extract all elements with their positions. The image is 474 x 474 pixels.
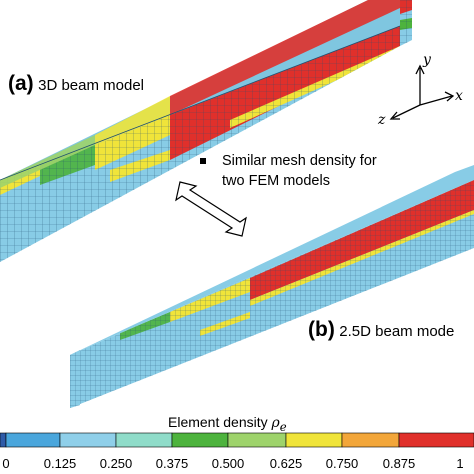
- colorbar: [0, 432, 474, 448]
- colorbar-segment: [115, 432, 173, 448]
- panel-b-title: 2.5D beam mode: [339, 323, 455, 340]
- axis-z-label: z: [378, 112, 386, 128]
- panel-b-letter: (b): [308, 318, 335, 341]
- colorbar-tick-label: 0: [2, 456, 10, 471]
- colorbar-segment: [5, 432, 61, 448]
- panel-a-label: (a) 3D beam model: [8, 72, 144, 96]
- colorbar-tick-label: 0.750: [325, 456, 359, 471]
- colorbar-segment: [285, 432, 343, 448]
- axis-y-label: y: [423, 52, 431, 68]
- note-bullet: [200, 158, 206, 164]
- beam-25d: [70, 165, 474, 408]
- colorbar-tick-label: 0.125: [43, 456, 77, 471]
- colorbar-segment: [59, 432, 117, 448]
- colorbar-tick-label: 0.875: [382, 456, 416, 471]
- panel-a-title: 3D beam model: [38, 77, 145, 94]
- beam-25d-top-face: [70, 165, 474, 355]
- note-line-1: Similar mesh density for: [222, 153, 377, 169]
- panel-b-label: (b) 2.5D beam mode: [308, 318, 454, 342]
- colorbar-segment: [227, 432, 287, 448]
- colorbar-tick-label: 0.500: [211, 456, 245, 471]
- colorbar-segment: [341, 432, 400, 448]
- panel-a-letter: (a): [8, 72, 34, 95]
- double-arrow: [175, 181, 247, 237]
- note-line-2: two FEM models: [222, 173, 330, 189]
- coordinate-axes: [389, 64, 455, 120]
- colorbar-tick-label: 1: [456, 456, 464, 471]
- axis-x-label: x: [455, 88, 463, 104]
- colorbar-tick-label: 0.250: [99, 456, 133, 471]
- colorbar-title-text: Element density: [168, 414, 268, 430]
- colorbar-segment: [171, 432, 229, 448]
- colorbar-tick-label: 0.625: [269, 456, 303, 471]
- colorbar-tick-label: 0.375: [155, 456, 189, 471]
- colorbar-symbol: ρ: [271, 415, 280, 431]
- colorbar-subscript: e: [279, 419, 287, 434]
- colorbar-segment: [0, 432, 7, 448]
- colorbar-segment: [398, 432, 474, 448]
- colorbar-title: Element density ρe: [168, 414, 287, 434]
